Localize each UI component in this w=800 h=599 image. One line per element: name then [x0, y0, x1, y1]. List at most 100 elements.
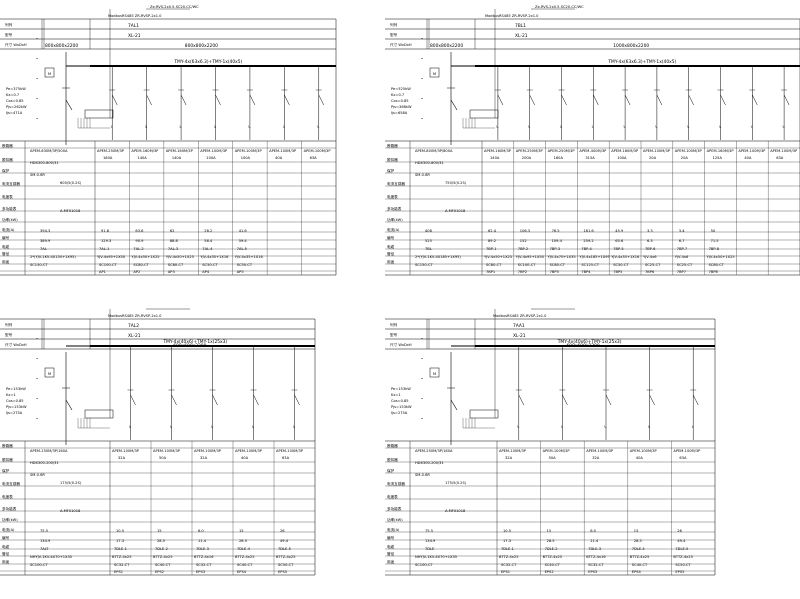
circuit-breaker-rating: 140A	[172, 156, 182, 160]
circuit-breaker-spec: APEM-160M/3P	[484, 149, 512, 153]
main-conduit: SC150-CT	[415, 263, 433, 267]
circuit-power: 91.8	[101, 229, 110, 233]
annotation-modbus: ModbusRS485 ZR-RVSP-2x1.0	[493, 314, 547, 318]
circuit-breaker-rating: 100A	[617, 156, 627, 160]
busbar-spec: TMY-4x(63x6.3)+TMY-1x(40x5)	[173, 59, 242, 65]
circuit-current: 88.8	[170, 239, 179, 243]
busbar-spec: TMY-4x(63x6.3)+TMY-1x(40x5)	[607, 59, 676, 65]
circuit-power: 106.3	[520, 229, 530, 233]
circuit-breaker-rating: 50A	[159, 456, 167, 460]
table-row-label: 电流互感器	[2, 481, 20, 486]
main-cable: 2*(YJV-1KV-4X150+1X95)	[30, 255, 76, 259]
circuit-code: 7AL-5	[237, 247, 247, 251]
branch-breaker-contact	[624, 94, 631, 106]
circuit-code: 7AL-2	[133, 247, 143, 251]
table-row-label: 多功能表	[2, 206, 17, 211]
circuit-breaker-spec: APEM-100M/3P	[153, 449, 181, 453]
circuit-cable: BTTZ-4x25	[630, 555, 649, 559]
table-row-label: 用途	[387, 559, 395, 564]
circuit-conduit: SC100-CT	[99, 263, 117, 267]
table-row-label: 多功能表	[387, 206, 402, 211]
circuit-breaker-rating: 40A	[275, 156, 283, 160]
circuit-code: 7DLE-4	[237, 547, 251, 551]
circuit-conduit: SC100-CT	[518, 263, 536, 267]
meter-box	[429, 367, 440, 378]
main-fuse-spec: HDX300-200/31	[415, 461, 444, 465]
circuit-breaker-spec: APEM-100M/3P	[673, 449, 701, 453]
branch-breaker-contact	[284, 94, 290, 106]
circuit-power: 62.4	[488, 229, 497, 233]
side-marker-2: •	[36, 377, 38, 381]
circuit-breaker-rating: 315A	[585, 156, 595, 160]
circuit-usage: 7BP3	[550, 270, 559, 274]
table-row-label: 功率(kW)	[2, 217, 18, 222]
multifunction-meter	[469, 409, 499, 419]
branch-breaker-contact	[171, 394, 177, 406]
circuit-code: 7BP-8	[709, 247, 720, 251]
main-spd-spec: SM-0.6R	[30, 173, 45, 177]
circuit-current: 17.3	[503, 539, 511, 543]
circuit-usage: 7BP2	[518, 270, 527, 274]
circuit-power: 6.0	[198, 529, 204, 533]
main-pe: 75.5	[425, 529, 433, 533]
circuit-usage: AP1	[99, 270, 106, 274]
main-fuse-spec: HDX300-200/31	[30, 461, 59, 465]
circuit-cable: YJV-4x35+1X16	[235, 255, 264, 259]
circuit-breaker-spec: APEM-400M/3P	[579, 149, 607, 153]
load-param: Kx=1	[391, 393, 401, 397]
circuit-power: 28.2	[204, 229, 212, 233]
circuit-breaker-spec: APEM-250M/3P	[548, 149, 576, 153]
table-row-label: 电流(A)	[387, 527, 400, 532]
branch-arrow: ↳	[560, 425, 563, 429]
annotation-modbus: ModbusRS485 ZR-RVSP-2x1.0	[108, 314, 162, 318]
circuit-code: 7BP-5	[613, 247, 623, 251]
table-row-label: 断路器	[2, 443, 13, 448]
branch-breaker-contact	[720, 94, 726, 106]
main-pe: 408	[425, 229, 433, 233]
main-conduit: SC100-CT	[30, 563, 48, 567]
table-row-label: 电度表	[2, 194, 13, 199]
circuit-power: 50	[711, 229, 716, 233]
table-row-label: 用途	[2, 559, 10, 564]
circuit-power: 63.6	[135, 229, 144, 233]
table-row-label: 保护	[387, 468, 395, 473]
main-ct-spec: 600/5(0.2S)	[60, 181, 82, 185]
circuit-breaker-rating: 100A	[241, 156, 251, 160]
main-code: 7AL	[40, 247, 47, 251]
circuit-breaker-rating: 40A	[744, 156, 752, 160]
side-marker-1: •	[36, 57, 38, 61]
main-cable: NHYJV-1KV-4X70+1X35	[30, 555, 72, 559]
row-label-name: 列列	[5, 322, 13, 327]
load-param: Cos=0.85	[391, 399, 409, 403]
load-param: Ijs=275A	[6, 411, 23, 415]
circuit-cable: YJV-4x6	[675, 255, 689, 259]
panel-p4: ModbusRS485 ZR-RVSP-2x1.0 列列 7AA1 型号 XL-21 尺寸…	[385, 308, 716, 576]
main-fuse-spec: HDX300-800/31	[30, 161, 59, 165]
circuit-current: 6.3	[647, 239, 653, 243]
circuit-breaker-rating: 100A	[206, 156, 216, 160]
branch-arrow: ↳	[211, 425, 214, 429]
table-row-label: 功率(kW)	[387, 217, 403, 222]
circuit-current: 152	[520, 239, 527, 243]
annotation-modbus: ModbusRS485 ZR-RVSP-2x1.0	[108, 14, 162, 18]
circuit-breaker-spec: APEM-100M/3P	[200, 149, 228, 153]
annotation-top: Ze-RVS-2x0.5-SC20-CC/WC	[150, 5, 199, 9]
circuit-code: 7BP-2	[518, 247, 528, 251]
circuit-current: 6.7	[679, 239, 685, 243]
circuit-code: 7DLE-5	[278, 547, 291, 551]
branch-breaker-contact	[649, 394, 655, 406]
side-marker-2: •	[421, 77, 423, 81]
table-row-label: 用途	[2, 259, 10, 264]
table-row-label: 电度表	[387, 494, 398, 499]
circuit-usage: EPS1	[114, 570, 123, 574]
main-breaker-contact	[65, 99, 73, 111]
main-meter-spec: A-MF01018	[445, 509, 466, 513]
panel-name: 7BL1	[515, 23, 526, 29]
load-param: Kx=1	[6, 393, 16, 397]
panel-model: XL-21	[513, 333, 526, 339]
circuit-conduit: SC80-CT	[550, 263, 566, 267]
circuit-cable: BTTZ-4x25	[673, 555, 692, 559]
circuit-breaker-rating: 32A	[505, 456, 513, 460]
branch-arrow: ↳	[129, 425, 132, 429]
side-marker-3: •	[36, 97, 38, 101]
